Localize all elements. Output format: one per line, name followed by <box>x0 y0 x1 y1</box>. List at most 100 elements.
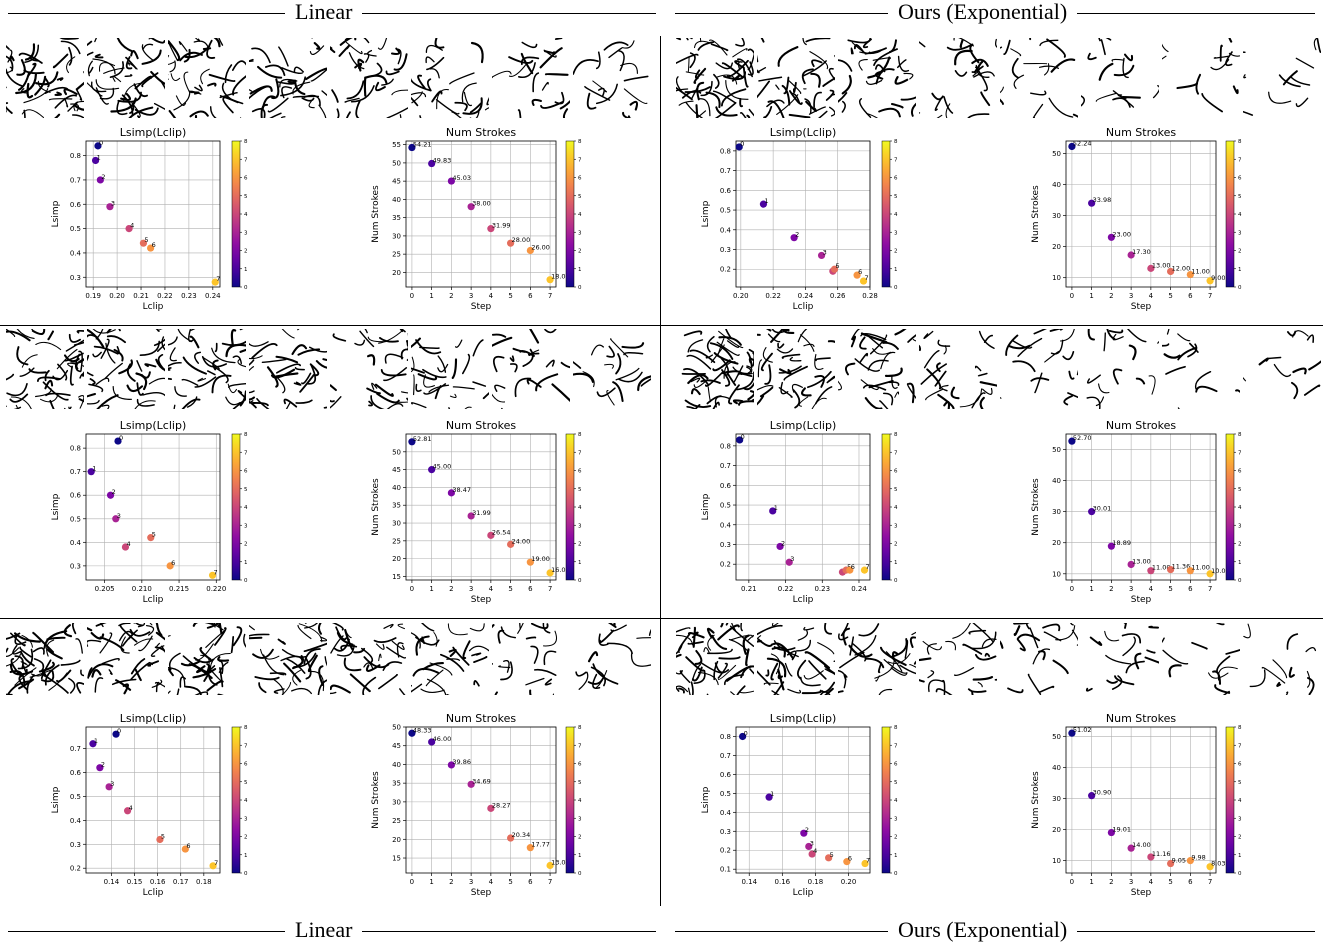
data-label: 3 <box>111 200 115 208</box>
y-tick-label: 0.3 <box>720 541 731 549</box>
y-tick-label: 35 <box>392 780 401 788</box>
colorbar-tick-label: 3 <box>578 523 582 529</box>
x-tick-label: 0 <box>410 292 414 300</box>
data-label: 31.99 <box>492 222 511 230</box>
data-label: 11.00 <box>1191 564 1210 572</box>
x-axis-label: Lclip <box>143 595 164 605</box>
y-tick-label: 0.1 <box>720 866 731 874</box>
y-tick-label: 0.6 <box>720 187 732 195</box>
data-point <box>546 569 554 577</box>
colorbar-tick-label: 7 <box>578 450 582 456</box>
data-label: 7 <box>865 563 869 571</box>
colorbar-tick-label: 1 <box>244 267 248 273</box>
sketch-thumbnail <box>573 40 649 118</box>
x-axis-label: Step <box>1131 595 1152 605</box>
data-label: 18.89 <box>1112 539 1131 547</box>
colorbar-tick-label: 4 <box>244 798 248 804</box>
data-point <box>805 842 813 851</box>
chart-title: Num Strokes <box>446 419 516 432</box>
y-tick-label: 0.4 <box>70 249 82 257</box>
colorbar-tick-label: 5 <box>578 487 582 493</box>
x-tick-label: 0.19 <box>85 292 101 300</box>
data-label: 33.98 <box>1093 196 1112 204</box>
data-point <box>467 780 475 788</box>
data-label: 3 <box>810 839 814 847</box>
data-label: 0 <box>117 727 121 735</box>
data-label: 4 <box>126 540 130 548</box>
colorbar-tick-label: 7 <box>1238 157 1242 163</box>
colorbar-tick-label: 7 <box>578 157 582 163</box>
chart-title: Num Strokes <box>446 712 516 725</box>
x-tick-label: 0.24 <box>205 292 221 300</box>
sketch-thumbnail <box>249 623 327 695</box>
data-label: 8.03 <box>1211 860 1225 868</box>
data-label: 26.00 <box>531 244 550 252</box>
x-tick-label: 5 <box>508 585 512 593</box>
r3-lin-loss-chart: Lsimp(Lclip) 0.14 0.15 0.16 0.17 0.18 0.2 0.3 0.… <box>51 712 248 898</box>
data-label: 45.03 <box>452 174 471 182</box>
y-tick-label: 20 <box>1052 826 1061 834</box>
colorbar-tick-label: 1 <box>894 267 898 273</box>
colorbar-tick-label: 6 <box>578 469 582 475</box>
chart-title: Lsimp(Lclip) <box>770 712 836 725</box>
sketch-thumbnail <box>1000 38 1078 118</box>
colorbar-tick-label: 1 <box>894 853 898 859</box>
x-tick-label: 4 <box>1149 292 1154 300</box>
data-label: 12.00 <box>1172 264 1191 272</box>
x-tick-label: 0.17 <box>173 878 189 886</box>
chart-title: Num Strokes <box>446 126 516 139</box>
data-point <box>1127 251 1135 259</box>
x-axis-label: Step <box>1131 302 1152 312</box>
data-label: 1 <box>770 790 774 798</box>
data-point <box>800 829 808 837</box>
sketch-thumbnail <box>6 623 84 695</box>
x-tick-label: 4 <box>1149 585 1154 593</box>
data-label: 4 <box>130 222 134 230</box>
data-point <box>447 177 455 185</box>
y-tick-label: 30 <box>392 798 401 806</box>
x-tick-label: 5 <box>1168 878 1172 886</box>
colorbar-tick-label: 7 <box>894 743 898 749</box>
colorbar-tick-label: 1 <box>894 560 898 566</box>
colorbar-tick-label: 5 <box>894 487 898 493</box>
y-tick-label: 0.4 <box>70 539 82 547</box>
chart-title: Lsimp(Lclip) <box>120 126 186 139</box>
data-label: 11.16 <box>1152 850 1171 858</box>
colorbar-tick-label: 4 <box>244 212 248 218</box>
data-point <box>125 225 133 233</box>
y-tick-label: 0.6 <box>720 482 732 490</box>
colorbar-tick-label: 8 <box>244 139 248 145</box>
colorbar-tick-label: 8 <box>894 725 898 731</box>
data-label: 28.27 <box>492 801 511 809</box>
x-tick-label: 0.22 <box>765 292 781 300</box>
y-tick-label: 0.4 <box>70 817 82 825</box>
colorbar-tick-label: 5 <box>894 780 898 786</box>
data-point <box>96 176 104 184</box>
data-label: 7 <box>214 859 218 867</box>
sketch-thumbnail <box>411 38 489 118</box>
sketch-thumbnail <box>330 329 408 409</box>
colorbar-tick-label: 7 <box>244 450 248 456</box>
data-label: 52.70 <box>1073 434 1092 442</box>
data-label: 2 <box>805 826 809 834</box>
data-point <box>87 468 95 476</box>
y-tick-label: 40 <box>392 196 401 204</box>
colorbar-tick-label: 3 <box>578 230 582 236</box>
colorbar <box>565 726 575 874</box>
sketch-thumbnail <box>411 337 489 409</box>
y-tick-label: 20 <box>1052 243 1061 251</box>
sketch-thumbnail <box>919 330 997 409</box>
data-label: 6 <box>851 563 855 571</box>
data-point <box>156 835 164 844</box>
data-point <box>1088 199 1096 207</box>
colorbar-tick-label: 7 <box>894 450 898 456</box>
x-tick-label: 2 <box>1109 878 1113 886</box>
colorbar-tick-label: 5 <box>1238 487 1242 493</box>
data-point <box>765 793 773 801</box>
data-label: 0 <box>744 729 748 737</box>
x-tick-label: 4 <box>489 878 494 886</box>
x-axis-label: Step <box>471 888 492 898</box>
x-axis-label: Lclip <box>793 302 814 312</box>
colorbar-tick-label: 2 <box>894 249 898 255</box>
data-point <box>428 159 436 168</box>
